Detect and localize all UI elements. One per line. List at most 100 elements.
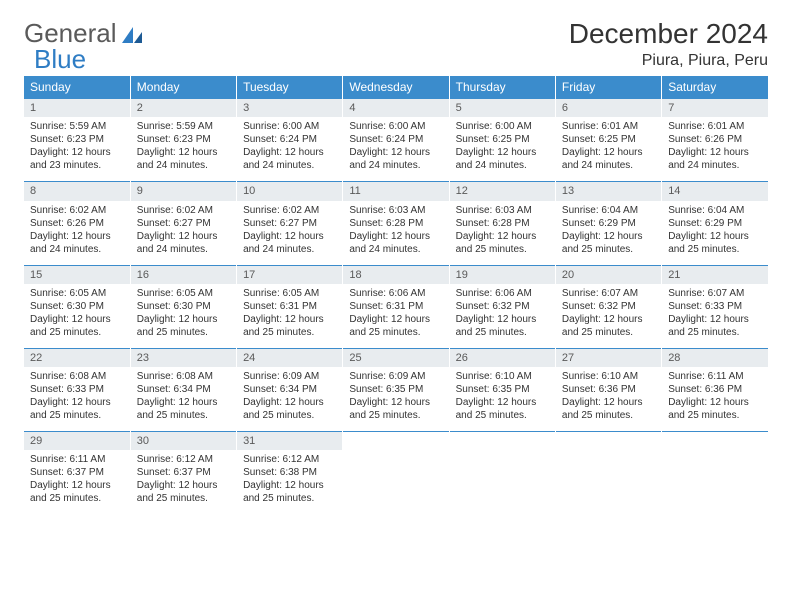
daylight-line: and 25 minutes. [30,326,124,339]
sunset-line: Sunset: 6:24 PM [349,133,442,146]
daylight-line: and 25 minutes. [668,243,762,256]
daylight-line: Daylight: 12 hours [243,146,336,159]
day-detail: Sunrise: 6:01 AMSunset: 6:26 PMDaylight:… [662,117,768,181]
sunset-line: Sunset: 6:27 PM [243,217,336,230]
calendar-week-row: 8Sunrise: 6:02 AMSunset: 6:26 PMDaylight… [24,182,768,265]
calendar-day-cell [555,432,661,515]
sunset-line: Sunset: 6:28 PM [456,217,549,230]
sunset-line: Sunset: 6:27 PM [137,217,230,230]
day-detail: Sunrise: 6:01 AMSunset: 6:25 PMDaylight:… [556,117,661,181]
calendar-day-cell: 27Sunrise: 6:10 AMSunset: 6:36 PMDayligh… [555,348,661,431]
calendar-day-cell: 9Sunrise: 6:02 AMSunset: 6:27 PMDaylight… [130,182,236,265]
calendar-day-cell: 10Sunrise: 6:02 AMSunset: 6:27 PMDayligh… [237,182,343,265]
sunset-line: Sunset: 6:33 PM [668,300,762,313]
sunset-line: Sunset: 6:35 PM [349,383,442,396]
location: Piura, Piura, Peru [569,52,768,70]
calendar-week-row: 15Sunrise: 6:05 AMSunset: 6:30 PMDayligh… [24,265,768,348]
calendar-day-cell: 8Sunrise: 6:02 AMSunset: 6:26 PMDaylight… [24,182,130,265]
sunrise-line: Sunrise: 6:12 AM [243,453,336,466]
day-detail: Sunrise: 6:06 AMSunset: 6:32 PMDaylight:… [450,284,555,348]
calendar-day-cell: 6Sunrise: 6:01 AMSunset: 6:25 PMDaylight… [555,99,661,182]
calendar-day-cell: 29Sunrise: 6:11 AMSunset: 6:37 PMDayligh… [24,432,130,515]
calendar-table: SundayMondayTuesdayWednesdayThursdayFrid… [24,76,768,514]
daylight-line: Daylight: 12 hours [349,146,442,159]
daylight-line: and 25 minutes. [30,492,124,505]
daylight-line: and 25 minutes. [456,243,549,256]
sunset-line: Sunset: 6:32 PM [562,300,655,313]
day-detail: Sunrise: 6:02 AMSunset: 6:26 PMDaylight:… [24,201,130,265]
daylight-line: and 25 minutes. [562,243,655,256]
daylight-line: and 25 minutes. [137,409,230,422]
daylight-line: and 24 minutes. [243,159,336,172]
sunset-line: Sunset: 6:32 PM [456,300,549,313]
sunrise-line: Sunrise: 6:08 AM [137,370,230,383]
sunrise-line: Sunrise: 6:10 AM [562,370,655,383]
day-number: 24 [237,349,342,367]
sunrise-line: Sunrise: 6:07 AM [562,287,655,300]
sunset-line: Sunset: 6:35 PM [456,383,549,396]
daylight-line: and 24 minutes. [668,159,762,172]
day-number: 29 [24,432,130,450]
daylight-line: Daylight: 12 hours [349,230,442,243]
daylight-line: and 24 minutes. [456,159,549,172]
sunset-line: Sunset: 6:29 PM [562,217,655,230]
day-detail: Sunrise: 6:12 AMSunset: 6:37 PMDaylight:… [131,450,236,514]
calendar-day-cell: 22Sunrise: 6:08 AMSunset: 6:33 PMDayligh… [24,348,130,431]
day-number: 19 [450,266,555,284]
daylight-line: and 23 minutes. [30,159,124,172]
calendar-day-cell: 3Sunrise: 6:00 AMSunset: 6:24 PMDaylight… [237,99,343,182]
weekday-header: Saturday [662,76,768,99]
calendar-day-cell: 11Sunrise: 6:03 AMSunset: 6:28 PMDayligh… [343,182,449,265]
sunrise-line: Sunrise: 6:08 AM [30,370,124,383]
day-detail: Sunrise: 6:10 AMSunset: 6:35 PMDaylight:… [450,367,555,431]
logo-text-blue: Blue [34,44,86,75]
day-detail: Sunrise: 6:08 AMSunset: 6:34 PMDaylight:… [131,367,236,431]
calendar-day-cell: 26Sunrise: 6:10 AMSunset: 6:35 PMDayligh… [449,348,555,431]
day-detail: Sunrise: 6:04 AMSunset: 6:29 PMDaylight:… [662,201,768,265]
day-number: 14 [662,182,768,200]
sunset-line: Sunset: 6:29 PM [668,217,762,230]
sunset-line: Sunset: 6:31 PM [349,300,442,313]
daylight-line: and 24 minutes. [30,243,124,256]
sunset-line: Sunset: 6:24 PM [243,133,336,146]
calendar-day-cell: 16Sunrise: 6:05 AMSunset: 6:30 PMDayligh… [130,265,236,348]
sunrise-line: Sunrise: 6:07 AM [668,287,762,300]
daylight-line: and 25 minutes. [668,326,762,339]
daylight-line: and 25 minutes. [243,492,336,505]
sunset-line: Sunset: 6:30 PM [30,300,124,313]
sunrise-line: Sunrise: 6:11 AM [30,453,124,466]
day-detail: Sunrise: 6:05 AMSunset: 6:30 PMDaylight:… [131,284,236,348]
daylight-line: Daylight: 12 hours [30,396,124,409]
day-number: 12 [450,182,555,200]
day-number: 1 [24,99,130,117]
sunrise-line: Sunrise: 6:04 AM [562,204,655,217]
sunset-line: Sunset: 6:37 PM [30,466,124,479]
day-detail: Sunrise: 6:03 AMSunset: 6:28 PMDaylight:… [343,201,448,265]
day-number: 26 [450,349,555,367]
calendar-week-row: 1Sunrise: 5:59 AMSunset: 6:23 PMDaylight… [24,99,768,182]
calendar-day-cell [662,432,768,515]
daylight-line: and 24 minutes. [349,243,442,256]
calendar-day-cell: 1Sunrise: 5:59 AMSunset: 6:23 PMDaylight… [24,99,130,182]
sunrise-line: Sunrise: 6:04 AM [668,204,762,217]
calendar-day-cell: 31Sunrise: 6:12 AMSunset: 6:38 PMDayligh… [237,432,343,515]
sunrise-line: Sunrise: 6:05 AM [137,287,230,300]
daylight-line: and 25 minutes. [562,409,655,422]
calendar-day-cell: 14Sunrise: 6:04 AMSunset: 6:29 PMDayligh… [662,182,768,265]
day-number: 8 [24,182,130,200]
day-number: 6 [556,99,661,117]
daylight-line: and 24 minutes. [137,159,230,172]
day-number: 28 [662,349,768,367]
daylight-line: and 25 minutes. [137,492,230,505]
day-detail: Sunrise: 6:05 AMSunset: 6:31 PMDaylight:… [237,284,342,348]
daylight-line: and 24 minutes. [137,243,230,256]
day-detail: Sunrise: 6:06 AMSunset: 6:31 PMDaylight:… [343,284,448,348]
calendar-day-cell: 18Sunrise: 6:06 AMSunset: 6:31 PMDayligh… [343,265,449,348]
daylight-line: and 25 minutes. [243,409,336,422]
day-detail: Sunrise: 6:03 AMSunset: 6:28 PMDaylight:… [450,201,555,265]
daylight-line: Daylight: 12 hours [137,313,230,326]
day-detail: Sunrise: 6:11 AMSunset: 6:36 PMDaylight:… [662,367,768,431]
sunset-line: Sunset: 6:38 PM [243,466,336,479]
daylight-line: Daylight: 12 hours [562,230,655,243]
sunrise-line: Sunrise: 6:11 AM [668,370,762,383]
